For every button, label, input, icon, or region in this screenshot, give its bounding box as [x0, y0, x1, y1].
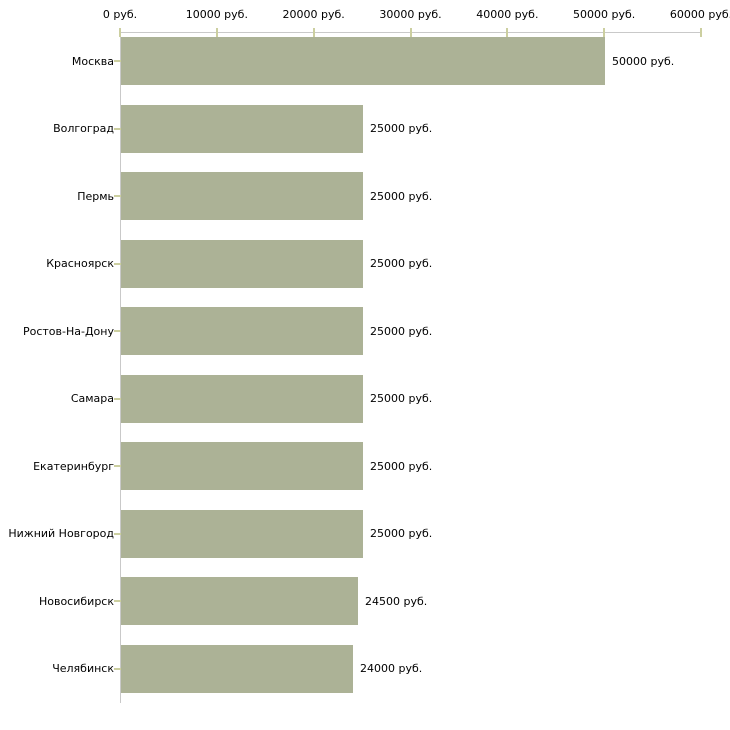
value-label: 25000 руб. [370, 324, 433, 338]
x-tick-mark [119, 28, 121, 37]
x-tick-label: 40000 руб. [476, 8, 539, 21]
bar-7 [121, 509, 363, 558]
category-label: Самара [70, 392, 114, 405]
x-tick-label: 0 руб. [102, 8, 138, 21]
x-tick-label: 10000 руб. [185, 8, 248, 21]
bar-2 [121, 172, 363, 220]
value-label: 25000 руб. [370, 257, 433, 270]
y-tick-mark [114, 667, 121, 670]
category-label: Ростов-На-Дону [22, 324, 114, 338]
bar-3 [121, 239, 363, 288]
x-tick-mark [215, 28, 218, 37]
category-label: Екатеринбург [33, 459, 114, 473]
bar-4 [121, 307, 363, 355]
y-tick-mark [114, 127, 121, 130]
value-label: 24500 руб. [365, 594, 428, 608]
x-tick-label: 50000 руб. [573, 8, 636, 21]
category-label: Нижний Новгород [8, 527, 114, 540]
value-label: 25000 руб. [370, 392, 433, 405]
category-label: Красноярск [46, 257, 114, 270]
category-label: Новосибирск [38, 594, 114, 608]
x-tick-mark [506, 28, 509, 37]
value-label: 25000 руб. [370, 122, 433, 135]
category-label: Волгоград [53, 122, 114, 135]
y-axis-line [120, 32, 121, 703]
bar-0 [121, 37, 605, 85]
x-tick-mark [700, 28, 702, 37]
bar-8 [121, 577, 358, 625]
y-tick-mark [114, 600, 121, 602]
bar-9 [121, 644, 353, 693]
y-tick-mark [114, 330, 121, 332]
x-tick-label: 60000 руб. [669, 8, 730, 21]
y-tick-mark [114, 532, 121, 535]
value-label: 25000 руб. [370, 459, 433, 473]
y-tick-mark [114, 60, 121, 62]
y-tick-mark [114, 262, 121, 265]
category-label: Москва [71, 54, 114, 68]
x-tick-mark [312, 28, 315, 37]
y-tick-mark [114, 195, 121, 197]
bar-1 [121, 104, 363, 153]
value-label: 25000 руб. [370, 527, 433, 540]
bar-6 [121, 442, 363, 490]
value-label: 25000 руб. [370, 189, 433, 203]
value-label: 24000 руб. [360, 662, 423, 675]
x-tick-label: 30000 руб. [379, 8, 442, 21]
value-label: 50000 руб. [612, 54, 675, 68]
y-tick-mark [114, 465, 121, 467]
category-label: Челябинск [52, 662, 114, 675]
x-tick-mark [409, 28, 412, 37]
y-tick-mark [114, 397, 121, 400]
category-label: Пермь [77, 189, 114, 203]
x-tick-mark [603, 28, 606, 37]
x-tick-label: 20000 руб. [282, 8, 345, 21]
bar-5 [121, 374, 363, 423]
